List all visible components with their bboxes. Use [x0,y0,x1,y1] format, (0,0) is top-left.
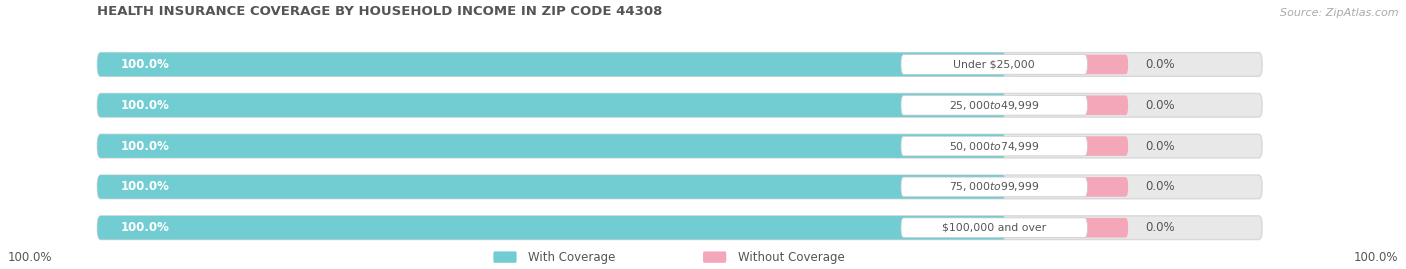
FancyBboxPatch shape [97,216,1005,240]
FancyBboxPatch shape [1012,177,1128,197]
FancyBboxPatch shape [97,53,1263,76]
Text: 0.0%: 0.0% [1146,221,1175,234]
Text: $75,000 to $99,999: $75,000 to $99,999 [949,180,1039,193]
Text: Under $25,000: Under $25,000 [953,59,1035,69]
FancyBboxPatch shape [901,55,1087,74]
FancyBboxPatch shape [703,252,727,263]
Text: $100,000 and over: $100,000 and over [942,223,1046,233]
FancyBboxPatch shape [97,175,1263,199]
FancyBboxPatch shape [97,134,1263,158]
Text: 100.0%: 100.0% [121,58,170,71]
Text: 0.0%: 0.0% [1146,140,1175,153]
Text: 100.0%: 100.0% [121,221,170,234]
FancyBboxPatch shape [97,53,1005,76]
Text: 100.0%: 100.0% [1354,251,1399,264]
Text: $50,000 to $74,999: $50,000 to $74,999 [949,140,1039,153]
Text: 100.0%: 100.0% [121,140,170,153]
FancyBboxPatch shape [97,93,1263,117]
FancyBboxPatch shape [901,136,1087,156]
FancyBboxPatch shape [1012,218,1128,238]
FancyBboxPatch shape [97,93,1005,117]
Text: $25,000 to $49,999: $25,000 to $49,999 [949,99,1039,112]
Text: 100.0%: 100.0% [121,180,170,193]
FancyBboxPatch shape [901,95,1087,115]
Text: 0.0%: 0.0% [1146,180,1175,193]
FancyBboxPatch shape [1012,55,1128,74]
FancyBboxPatch shape [494,252,516,263]
Text: Without Coverage: Without Coverage [738,251,845,264]
Text: With Coverage: With Coverage [529,251,616,264]
FancyBboxPatch shape [901,218,1087,238]
FancyBboxPatch shape [1012,136,1128,156]
Text: Source: ZipAtlas.com: Source: ZipAtlas.com [1279,8,1399,17]
FancyBboxPatch shape [97,175,1005,199]
Text: 0.0%: 0.0% [1146,99,1175,112]
Text: 100.0%: 100.0% [7,251,52,264]
FancyBboxPatch shape [1012,95,1128,115]
FancyBboxPatch shape [97,216,1263,240]
Text: 0.0%: 0.0% [1146,58,1175,71]
Text: HEALTH INSURANCE COVERAGE BY HOUSEHOLD INCOME IN ZIP CODE 44308: HEALTH INSURANCE COVERAGE BY HOUSEHOLD I… [97,5,662,17]
FancyBboxPatch shape [97,134,1005,158]
FancyBboxPatch shape [901,177,1087,197]
Text: 100.0%: 100.0% [121,99,170,112]
